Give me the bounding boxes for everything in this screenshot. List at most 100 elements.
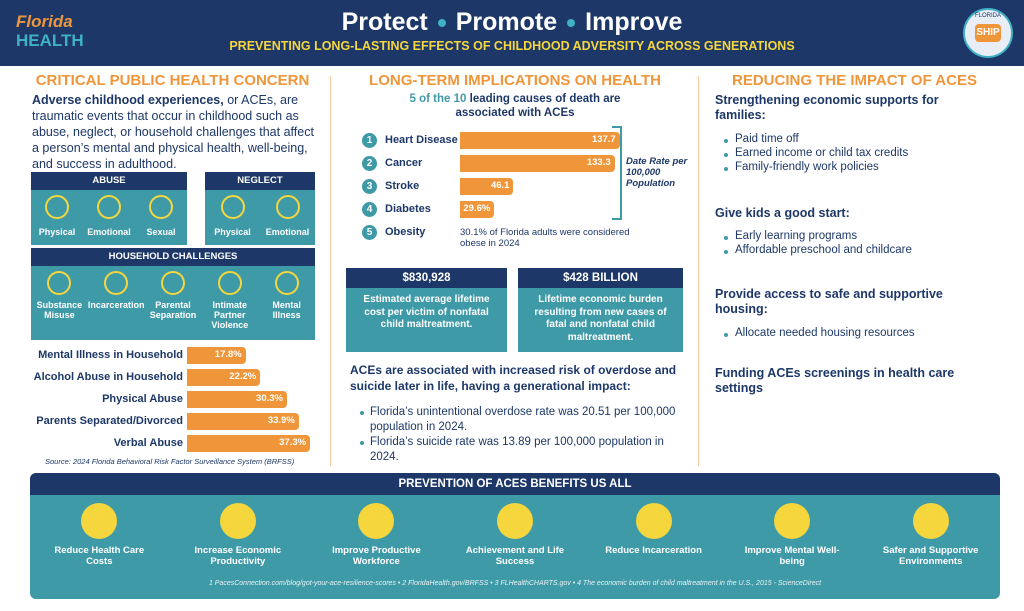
value-label: 37.3%: [279, 437, 307, 448]
value-label: 29.6%: [463, 203, 491, 214]
bullet: Florida’s unintentional overdose rate wa…: [370, 406, 676, 433]
group-box: HOUSEHOLD CHALLENGES Substance Misuse Inca…: [31, 248, 315, 340]
benefit-label: Improve Productive Workforce: [332, 545, 421, 567]
benefit-label: Safer and Supportive Environments: [882, 545, 979, 567]
bullet-dot: [724, 250, 728, 254]
bullet: Family-friendly work policies: [735, 161, 879, 173]
benefit-label: Reduce Health Care Costs: [54, 545, 145, 567]
title-text: leading causes of death are associated w…: [455, 93, 621, 119]
section-title: Funding ACEs screenings in health care s…: [715, 366, 955, 395]
bar: 133.3: [460, 155, 615, 172]
divider: [698, 76, 699, 466]
benefit-icon: [912, 503, 949, 539]
logo-top: Florida: [16, 12, 73, 31]
section-title: Provide access to safe and supportive ho…: [715, 287, 943, 316]
category-label: Diabetes: [385, 203, 431, 215]
value-label: 133.3: [586, 157, 611, 168]
intro-text: or ACEs, are traumatic events that occur…: [32, 93, 314, 171]
group-item: Mental Illness: [272, 300, 301, 320]
category-label: Obesity: [385, 226, 426, 238]
chart-title: 5 of the 10 leading causes of death are …: [400, 92, 630, 120]
value-label: 33.9%: [267, 415, 295, 426]
note: 30.1% of Florida adults were considered …: [460, 227, 630, 249]
benefit-label: Reduce Incarceration: [605, 545, 702, 556]
benefit-label: Increase Economic Productivity: [194, 545, 282, 567]
rank: 2: [362, 156, 377, 171]
bullet-dot: [724, 167, 728, 171]
divider: [330, 76, 331, 466]
group-item: Intimate Partner Violence: [211, 300, 249, 330]
group-item: Parental Separation: [149, 300, 197, 320]
icon: [97, 195, 121, 219]
benefit-icon: [774, 503, 811, 539]
stat-text: Lifetime economic burden resulting from …: [518, 288, 683, 352]
title: Protect Promote Improve: [200, 8, 824, 37]
source: Source: 2024 Florida Behavioral Risk Fac…: [45, 457, 295, 466]
logo-bottom: HEALTH: [16, 31, 84, 50]
value-label: 137.7: [591, 134, 616, 145]
icon: [220, 195, 245, 219]
rank: 1: [362, 133, 377, 148]
icon: [104, 271, 129, 295]
group-item: Physical: [214, 227, 251, 237]
benefit-icon: [497, 503, 533, 539]
bullet-dot: [360, 411, 364, 415]
icon: [47, 271, 72, 295]
category-label: Physical Abuse: [102, 393, 183, 405]
group-box: NEGLECT Physical Emotional: [205, 172, 315, 245]
bar: 17.8%: [187, 347, 246, 364]
bullet: Affordable preschool and childcare: [735, 244, 912, 256]
rank: 4: [362, 202, 377, 217]
benefits-title: PREVENTION OF ACES BENEFITS US ALL: [30, 473, 1000, 495]
badge-text: SHIP: [975, 24, 1001, 42]
bullet: Early learning programs: [735, 230, 858, 242]
group-item: Substance Misuse: [36, 300, 83, 320]
value-label: 30.3%: [256, 393, 283, 404]
group-item: Physical: [38, 227, 76, 237]
benefit-label: Achievement and Life Success: [465, 545, 565, 567]
bullet-dot: [360, 441, 364, 445]
benefit-icon: [219, 503, 256, 539]
bar: 29.6%: [460, 201, 495, 218]
header: [0, 0, 1024, 66]
axis-label: Date Rate per 100,000 Population: [626, 156, 688, 189]
group-title: ABUSE: [31, 172, 187, 190]
icon: [274, 271, 299, 295]
stat-value: $428 BILLION: [518, 268, 683, 288]
dot: [437, 19, 446, 28]
bracket: [612, 126, 622, 220]
category-label: Mental Illness in Household: [38, 349, 183, 361]
rank: 3: [362, 179, 377, 194]
intro-bold: Adverse childhood experiences,: [32, 93, 224, 107]
bar: 30.3%: [187, 391, 287, 408]
category-label: Heart Disease: [385, 134, 458, 146]
heading: LONG-TERM IMPLICATIONS ON HEALTH: [369, 72, 661, 89]
stat-value: $830,928: [346, 268, 507, 288]
stat-text: Estimated average lifetime cost per vict…: [346, 288, 507, 352]
category-label: Cancer: [385, 157, 423, 169]
bar: 22.2%: [187, 369, 261, 386]
footnote: 1 PacesConnection.com/blog/got-your-ace-…: [208, 580, 822, 587]
group-item: Sexual: [146, 227, 176, 237]
bullet-dot: [724, 153, 728, 157]
dot: [567, 19, 576, 28]
icon: [45, 195, 69, 219]
subtitle: PREVENTING LONG-LASTING EFFECTS OF CHILD…: [229, 39, 795, 53]
benefit-icon: [81, 503, 118, 539]
category-label: Alcohol Abuse in Household: [33, 371, 183, 383]
lead: ACEs are associated with increased risk …: [350, 363, 677, 393]
group-title: HOUSEHOLD CHALLENGES: [31, 248, 315, 266]
bar: 137.7: [460, 132, 620, 149]
bullet: Paid time off: [735, 133, 799, 145]
bar: 33.9%: [187, 413, 299, 430]
group-item: Emotional: [265, 227, 310, 237]
section-title: Give kids a good start:: [715, 206, 850, 220]
bullet-dot: [724, 236, 728, 240]
rank: 5: [362, 225, 377, 240]
bar: 46.1: [460, 178, 514, 195]
icon: [149, 195, 173, 219]
title-part: Protect: [341, 8, 428, 36]
category-label: Parents Separated/Divorced: [36, 415, 183, 427]
